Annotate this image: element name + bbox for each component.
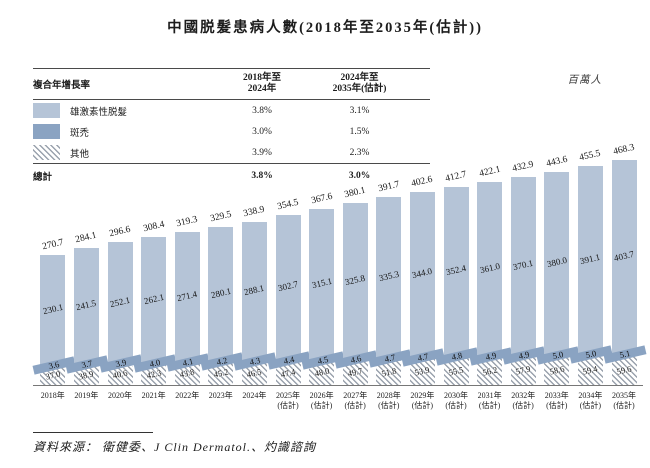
legend-cagr-2024-2035: 3.1% [349,105,370,116]
segment-others [275,362,301,385]
segment-androgenetic [208,226,234,362]
x-axis-label-2029: 2029年 (估計) [410,391,435,410]
total-row-label: 總計 [33,173,53,183]
segment-androgenetic [309,208,335,360]
segment-others [73,366,99,385]
segment-androgenetic [342,202,368,359]
legend-rows: 雄激素性脱髮 3.8% 3.1% 斑禿 3.0% 1.5% 其他 3.9% 2.3% [33,100,430,163]
cagr-header-label: 複合年增長率 [33,81,91,91]
segment-androgenetic [174,231,200,362]
legend-label: 其他 [70,149,90,160]
legend-label: 雄激素性脱髮 [70,107,128,118]
legend-cagr-2018-2024: 3.8% [252,105,272,116]
x-axis-label-2022: 2022年 [175,391,200,400]
x-axis-label-2030: 2030年 (估計) [443,391,468,410]
x-axis-label-2027: 2027年 (估計) [343,391,368,410]
legend-label-cell: 其他 [33,145,217,160]
cagr-table-header: 複合年增長率 2018年至 2024年 2024年至 2035年(估計) [33,69,430,99]
x-axis-label-2018: 2018年 [40,391,65,400]
source-rule [33,432,153,433]
table-total-rule [33,163,430,164]
segment-androgenetic [241,222,267,361]
x-axis-label-2019: 2019年 [74,391,99,400]
legend-label: 斑禿 [70,128,90,139]
segment-androgenetic [443,186,469,357]
x-axis-label-2031: 2031年 (估計) [477,391,502,410]
segment-androgenetic [376,196,402,358]
source-text: 資料來源： 衛健委、J Clin Dermatol.、灼識諮詢 [33,440,316,454]
segment-androgenetic [73,248,99,365]
segment-androgenetic [577,166,603,355]
segment-androgenetic [477,182,503,356]
segment-others [342,361,368,385]
segment-others [174,363,200,385]
total-cagr-2024-2035: 3.0% [348,171,371,181]
x-axis-label-2028: 2028年 (估計) [376,391,401,410]
x-axis-label-2025: 2025年 (估計) [275,391,300,410]
segment-androgenetic [141,236,167,363]
legend-swatch-hatch-icon [33,145,60,160]
segment-others [577,356,603,385]
segment-others [309,361,335,385]
legend-cagr-2018-2024: 3.9% [252,147,272,158]
x-axis-label-2023: 2023年 [208,391,233,400]
total-label: 468.3 [612,142,636,158]
segment-androgenetic [275,214,301,361]
table-top-rule [33,68,430,69]
segment-androgenetic [107,242,133,364]
segment-androgenetic [40,254,66,366]
legend-row-2: 其他 3.9% 2.3% [33,142,430,163]
page-title: 中國脱髮患病人數(2018年至2035年(估計)) [167,20,483,36]
table-header-rule [33,99,430,100]
legend-cagr-2024-2035: 2.3% [349,147,370,158]
x-axis-label-2021: 2021年 [141,391,166,400]
cagr-legend-table: 複合年增長率 2018年至 2024年 2024年至 2035年(估計) 雄激素… [33,68,430,188]
cagr-header-col-2024-2035: 2024年至 2035年(估計) [332,73,387,94]
legend-label-cell: 斑禿 [33,124,217,139]
segment-androgenetic [544,172,570,355]
legend-cagr-2024-2035: 1.5% [349,126,370,137]
x-axis-line [33,385,643,386]
legend-cagr-2018-2024: 3.0% [252,126,272,137]
cagr-total-row: 總計 3.8% 3.0% [33,164,430,188]
x-axis-label-2033: 2033年 (估計) [544,391,569,410]
segment-others [107,365,133,385]
x-axis-label-2024: 2024年 [242,391,267,400]
segment-androgenetic [611,160,637,354]
legend-swatch-dark-icon [33,124,60,139]
x-axis-label-2032: 2032年 (估計) [511,391,536,410]
segment-others [241,362,267,385]
unit-label: 百萬人 [567,75,602,86]
legend-row-0: 雄激素性脱髮 3.8% 3.1% [33,100,430,121]
segment-androgenetic [409,191,435,357]
cagr-header-col-2018-2024: 2018年至 2024年 [242,73,281,94]
legend-swatch-light-icon [33,103,60,118]
total-cagr-2018-2024: 3.8% [251,171,273,181]
x-axis-label-2035: 2035年 (估計) [611,391,636,410]
segment-others [208,363,234,385]
legend-label-cell: 雄激素性脱髮 [33,103,217,118]
x-axis-label-2026: 2026年 (估計) [309,391,334,410]
legend-row-1: 斑禿 3.0% 1.5% [33,121,430,142]
segment-androgenetic [510,177,536,355]
x-axis-label-2034: 2034年 (估計) [578,391,603,410]
x-axis-label-2020: 2020年 [107,391,132,400]
